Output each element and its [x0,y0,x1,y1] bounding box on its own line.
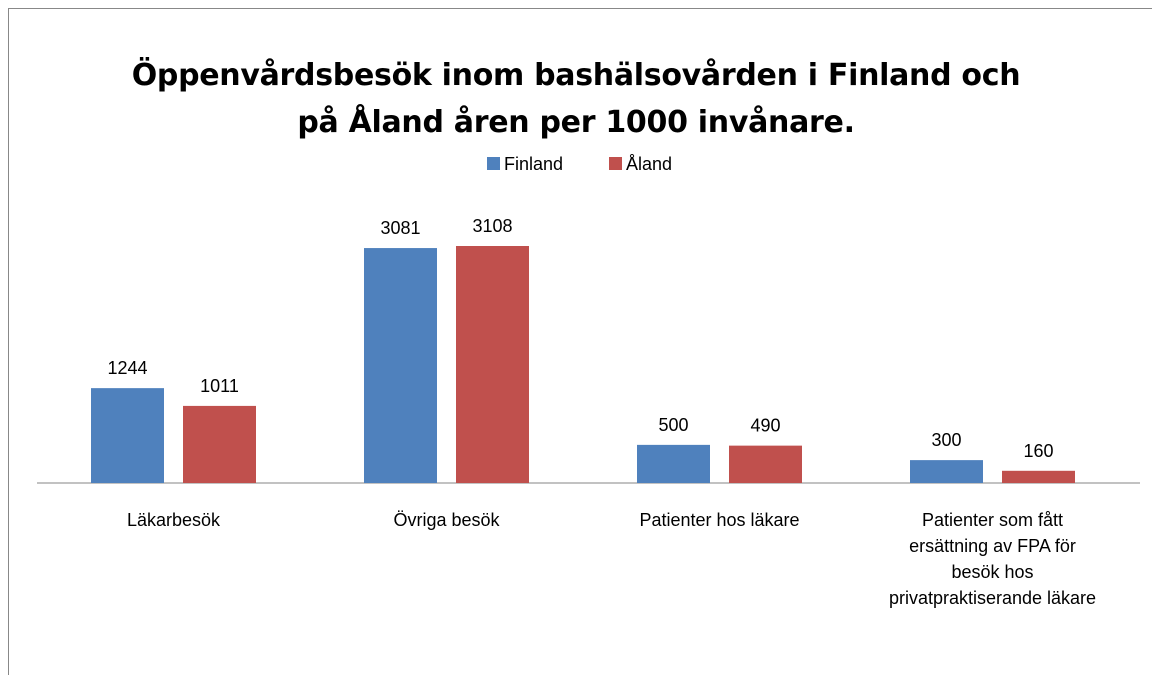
legend-swatch [487,157,500,170]
bar [1002,470,1075,483]
legend-label: Finland [504,154,563,174]
x-tick-label: Patienter hos läkare [639,510,800,530]
legend-swatch [609,157,622,170]
x-tick-label: Övriga besök [393,510,500,530]
data-label: 1244 [107,358,147,378]
bar [456,246,529,483]
data-label: 1011 [200,376,239,396]
data-label: 3108 [472,216,512,236]
x-tick-label: Patienter som fått ersättning av FPA för… [888,510,1097,608]
x-tick-label: Läkarbesök [126,510,221,530]
data-label: 490 [750,416,780,436]
data-label: 160 [1023,441,1053,461]
bar [91,388,164,483]
bar [183,405,256,483]
data-label: 500 [658,415,688,435]
legend-label: Åland [626,154,672,174]
bar [910,460,983,483]
bar [637,444,710,483]
data-label: 3081 [380,218,420,238]
chart-frame [8,8,1152,675]
data-label: 300 [931,430,961,450]
chart-title: Öppenvårdsbesök inom bashälsovården i Fi… [131,58,1021,140]
bar [729,445,802,483]
bar [364,248,437,483]
